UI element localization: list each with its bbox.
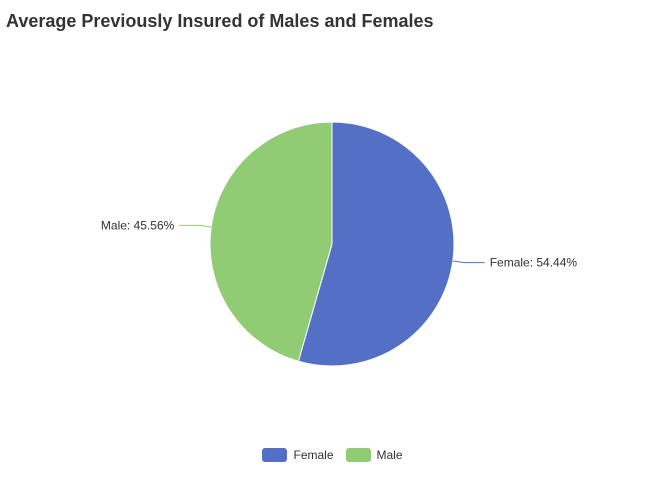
label-leader-lines [179, 224, 485, 264]
chart-title: Average Previously Insured of Males and … [6, 11, 434, 31]
leader-line-male [179, 224, 212, 228]
leader-line-female [452, 260, 485, 264]
legend-swatch-female [262, 448, 288, 462]
pie-slice-male[interactable] [209, 121, 333, 362]
legend-swatch-male [345, 448, 371, 462]
slice-label-female: Female: 54.44% [490, 256, 578, 270]
legend-label-male: Male [376, 448, 403, 462]
slice-label-male: Male: 45.56% [101, 218, 175, 232]
legend-item-female[interactable]: Female [262, 448, 334, 462]
chart-legend: Female Male [0, 448, 665, 462]
legend-item-male[interactable]: Male [345, 448, 403, 462]
legend-label-female: Female [293, 448, 334, 462]
slice-labels: Female: 54.44% Male: 45.56% [101, 218, 577, 269]
pie-slices [209, 121, 455, 367]
